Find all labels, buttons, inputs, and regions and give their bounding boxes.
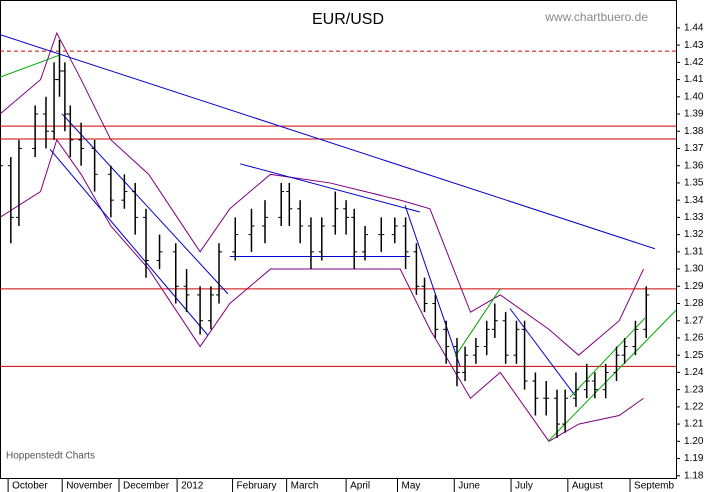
y-tick-label: 1.19: [684, 453, 704, 464]
source: www.chartbuero.de: [544, 10, 648, 24]
y-tick-label: 1.21: [684, 419, 704, 430]
x-tick-label: July: [515, 481, 533, 492]
y-tick-label: 1.26: [684, 333, 704, 344]
y-tick-label: 1.42: [684, 57, 704, 68]
y-tick-label: 1.22: [684, 402, 704, 413]
trend-line: [569, 317, 646, 398]
y-tick-label: 1.29: [684, 281, 704, 292]
x-tick-label: May: [401, 481, 420, 492]
y-tick-label: 1.35: [684, 178, 704, 189]
y-tick-label: 1.24: [684, 367, 704, 378]
x-tick-label: February: [237, 481, 277, 492]
band-line: [0, 138, 644, 442]
y-tick-label: 1.43: [684, 40, 704, 51]
band-line: [0, 31, 645, 356]
y-tick-label: 1.37: [684, 143, 704, 154]
y-tick-label: 1.33: [684, 212, 704, 223]
x-tick-label: December: [123, 481, 170, 492]
y-tick-label: 1.44: [684, 23, 704, 34]
y-tick-label: 1.28: [684, 298, 704, 309]
trend-line: [61, 113, 229, 295]
x-tick-label: November: [66, 481, 113, 492]
trend-line: [49, 149, 209, 336]
y-tick-label: 1.30: [684, 264, 704, 275]
x-tick-label: October: [12, 481, 48, 492]
x-tick-label: March: [291, 481, 319, 492]
y-tick-label: 1.40: [684, 91, 704, 102]
x-tick-label: 2012: [181, 481, 204, 492]
y-tick-label: 1.36: [684, 160, 704, 171]
x-tick-label: Septemb: [634, 481, 674, 492]
y-tick-label: 1.27: [684, 315, 704, 326]
x-tick-label: August: [572, 481, 603, 492]
trend-line: [0, 34, 656, 250]
y-tick-label: 1.39: [684, 109, 704, 120]
y-tick-label: 1.34: [684, 195, 704, 206]
trend-line: [0, 54, 61, 78]
y-tick-label: 1.41: [684, 74, 704, 85]
x-tick-label: April: [350, 481, 370, 492]
y-tick-label: 1.31: [684, 246, 704, 257]
footer: Hoppenstedt Charts: [6, 451, 95, 462]
y-tick-label: 1.18: [684, 470, 704, 481]
trend-line: [509, 308, 576, 396]
trend-line: [547, 309, 677, 442]
y-tick-label: 1.38: [684, 126, 704, 137]
x-tick-label: June: [458, 481, 480, 492]
trend-line: [239, 163, 421, 213]
y-tick-label: 1.23: [684, 384, 704, 395]
plot-frame: [0, 0, 677, 479]
trend-line: [454, 288, 501, 357]
y-tick-label: 1.25: [684, 350, 704, 361]
trend-line: [404, 205, 461, 367]
chart-title: EUR/USD: [312, 11, 384, 28]
y-tick-label: 1.32: [684, 229, 704, 240]
y-tick-label: 1.20: [684, 436, 704, 447]
